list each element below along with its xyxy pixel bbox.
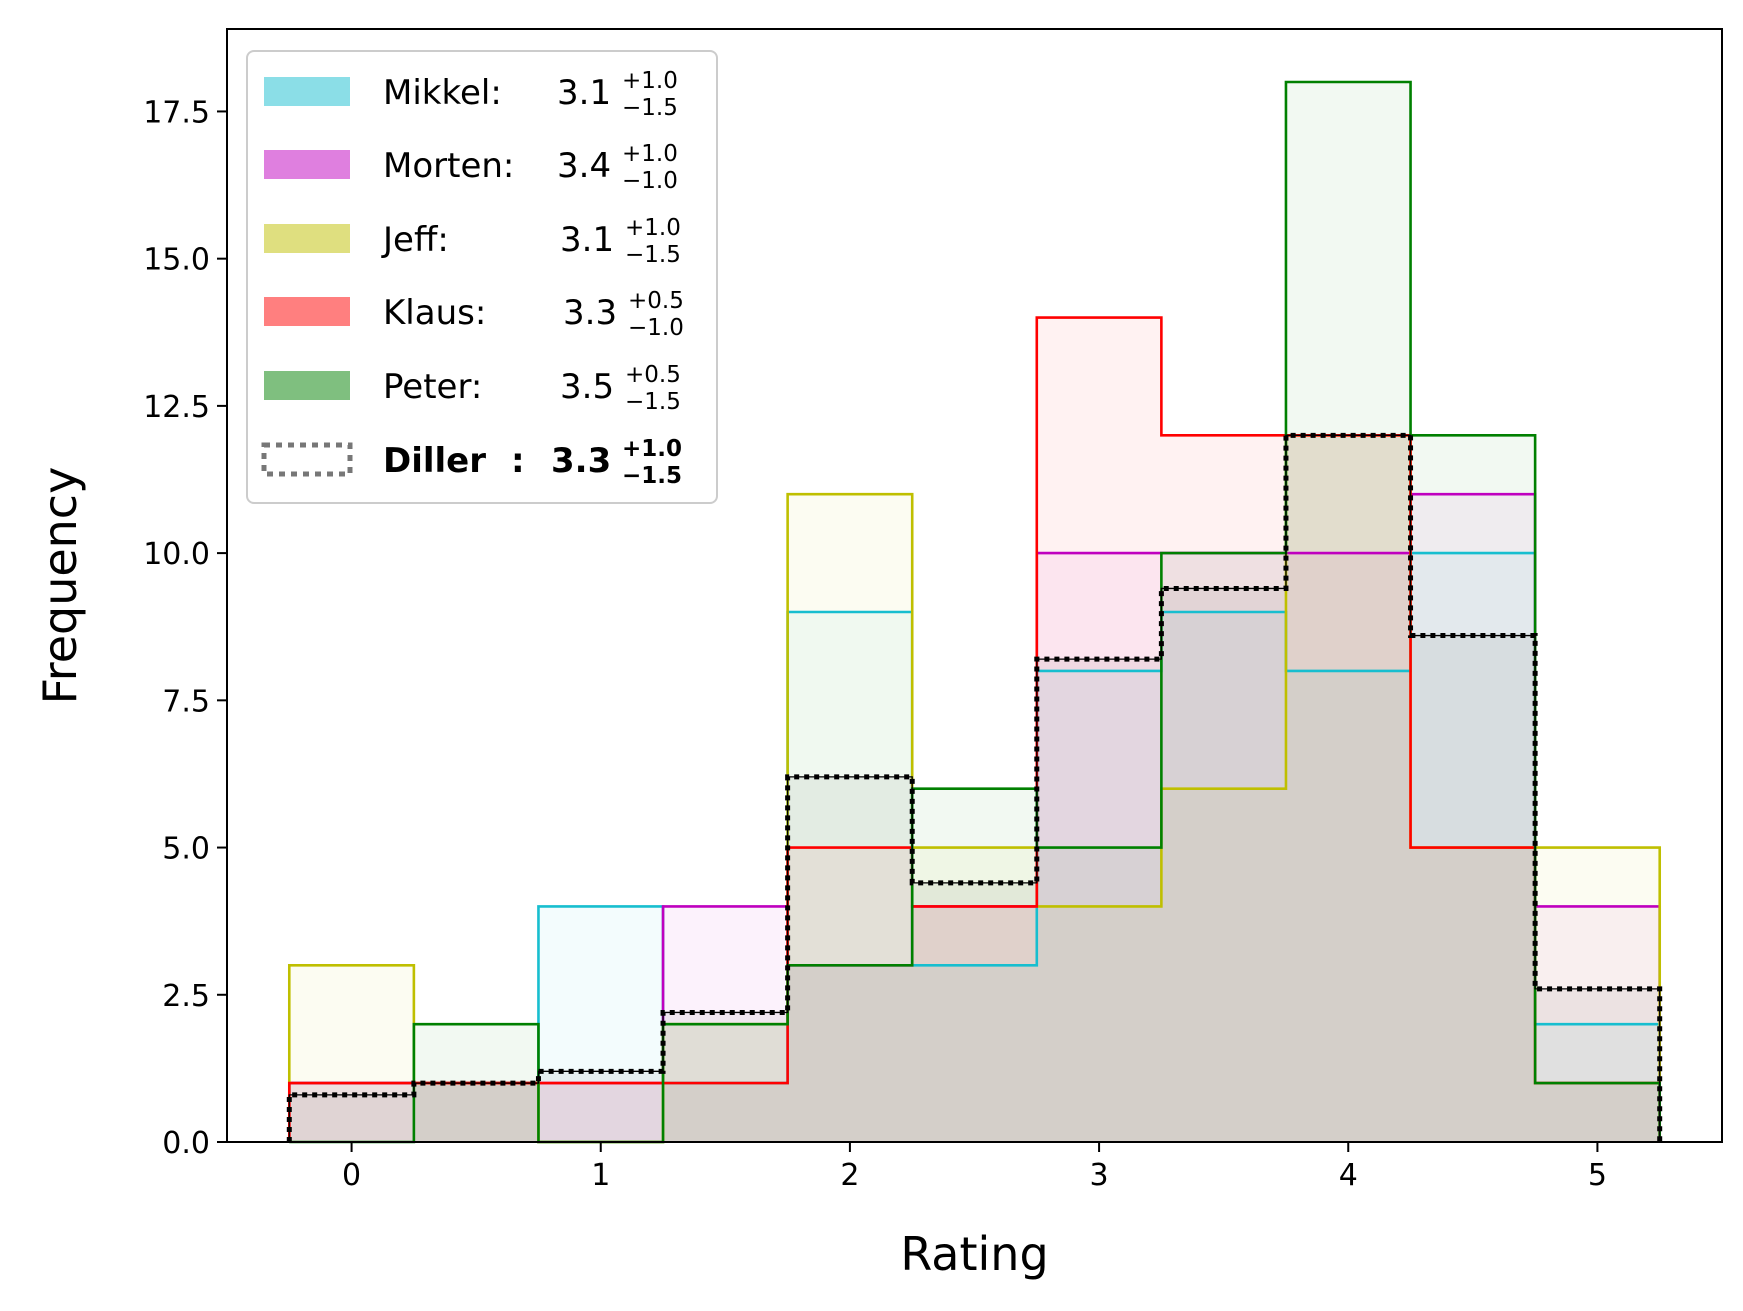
legend-label: Diller	[383, 441, 486, 481]
legend-stat-plus: +1.0	[625, 215, 681, 241]
legend-stat-minus: −1.5	[625, 242, 681, 268]
histogram-fills	[289, 82, 1660, 1142]
legend-swatch-diller	[261, 442, 353, 477]
y-tick-label: 5.0	[162, 832, 210, 867]
axes: 0 1 2 3 4 5 0.0 2.5 5.0 7.5 10.0 12.5 15.0 17.5 Rating…	[33, 28, 1723, 1281]
x-tick-label: 0	[342, 1158, 361, 1193]
hist-fill-jeff	[289, 435, 1660, 1142]
x-tick-label: 5	[1588, 1158, 1607, 1193]
legend-stat-value: 3.4	[557, 146, 611, 186]
legend-swatch-peter	[264, 371, 350, 400]
legend-swatch-klaus	[264, 297, 350, 326]
legend-separator: :	[511, 441, 525, 481]
legend-stat-plus: +0.5	[625, 362, 681, 388]
legend-stat-minus: −1.0	[622, 168, 678, 194]
y-axis-label: Frequency	[33, 467, 87, 705]
x-tick-label: 4	[1339, 1158, 1358, 1193]
legend-stat-minus: −1.5	[625, 389, 681, 415]
x-tick-label: 2	[840, 1158, 859, 1193]
y-tick-label: 10.0	[143, 537, 210, 572]
legend-label: Jeff:	[381, 220, 449, 260]
y-tick-label: 2.5	[162, 979, 210, 1014]
legend-stat-value: 3.5	[560, 367, 614, 407]
hist-outline-mikkel	[287, 551, 1662, 1142]
hist-fill-klaus	[289, 317, 1660, 1142]
legend-stat-plus: +1.0	[622, 141, 678, 167]
legend-stat-value: 3.3	[563, 293, 617, 333]
y-tick-label: 17.5	[143, 95, 210, 130]
legend-box	[246, 50, 718, 504]
hist-outline-inner-diller	[288, 434, 1661, 1142]
hist-fill-peter	[289, 82, 1660, 1142]
legend-label: Mikkel:	[383, 73, 502, 113]
y-tick-label: 7.5	[162, 684, 210, 719]
legend-item-diller: Diller:3.3 +1.0−1.5	[261, 436, 682, 489]
legend-item-mikkel: Mikkel: 3.1 +1.0−1.5	[264, 68, 678, 121]
x-axis-label: Rating	[900, 1227, 1048, 1281]
legend-stat-minus: −1.5	[622, 95, 678, 121]
legend-item-jeff: Jeff: 3.1 +1.0−1.5	[264, 215, 681, 268]
x-tick-label: 3	[1090, 1158, 1109, 1193]
legend-stat-value: 3.1	[557, 73, 611, 113]
legend-item-peter: Peter: 3.5 +0.5−1.5	[264, 362, 681, 415]
legend-stat-minus: −1.0	[628, 315, 684, 341]
legend-swatch-jeff	[264, 224, 350, 253]
legend-swatch-morten	[264, 150, 350, 179]
hist-fill-morten	[289, 494, 1660, 1142]
legend-stat-plus: +0.5	[628, 288, 684, 314]
legend-stat-plus: +1.0	[622, 68, 678, 94]
legend-item-klaus: Klaus: 3.3 +0.5−1.0	[264, 288, 684, 341]
histogram-outlines	[286, 80, 1663, 1144]
legend-item-morten: Morten: 3.4 +1.0−1.0	[264, 141, 678, 194]
legend-stat-minus: −1.5	[622, 463, 682, 489]
legend-stat-value: 3.3	[551, 441, 611, 481]
y-tick-label: 12.5	[143, 390, 210, 425]
legend-label: Morten:	[383, 146, 514, 186]
hist-fill-diller	[289, 435, 1660, 1142]
hist-fill-mikkel	[289, 553, 1660, 1142]
legend-label: Klaus:	[383, 293, 486, 333]
y-tick-label: 0.0	[162, 1126, 210, 1161]
legend-stat-plus: +1.0	[622, 436, 682, 462]
legend-label: Peter:	[383, 367, 482, 407]
hist-outline-klaus	[287, 316, 1662, 1142]
x-tick-label: 1	[591, 1158, 610, 1193]
plot-frame	[226, 28, 1723, 1143]
legend-stat-value: 3.1	[560, 220, 614, 260]
legend-swatch-mikkel	[264, 77, 350, 106]
y-tick-label: 15.0	[143, 243, 210, 278]
